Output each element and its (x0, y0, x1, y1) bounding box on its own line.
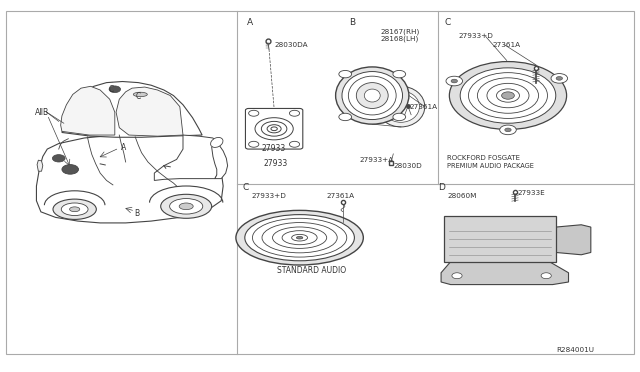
Circle shape (505, 128, 511, 132)
Text: 27933: 27933 (262, 144, 286, 153)
Ellipse shape (252, 218, 347, 257)
Text: 27933+D: 27933+D (459, 33, 494, 39)
Ellipse shape (356, 83, 388, 109)
Text: B: B (349, 18, 355, 28)
Bar (444, 215, 556, 262)
Text: 27361A: 27361A (326, 193, 355, 199)
Ellipse shape (211, 137, 223, 147)
Ellipse shape (383, 91, 419, 122)
Circle shape (261, 121, 287, 136)
Circle shape (451, 79, 458, 83)
Ellipse shape (262, 222, 337, 253)
Text: D: D (438, 183, 445, 192)
Circle shape (393, 70, 406, 78)
Text: 28168(LH): 28168(LH) (381, 35, 419, 42)
Polygon shape (212, 144, 228, 179)
Text: 28167(RH): 28167(RH) (381, 28, 420, 35)
Circle shape (449, 62, 566, 129)
Circle shape (289, 110, 300, 116)
Ellipse shape (70, 207, 80, 212)
Circle shape (497, 89, 520, 102)
Ellipse shape (292, 234, 308, 241)
Circle shape (556, 77, 563, 80)
Circle shape (551, 74, 568, 83)
Circle shape (477, 78, 539, 113)
Ellipse shape (179, 203, 193, 210)
Text: A: A (121, 143, 126, 152)
Polygon shape (116, 87, 183, 136)
Text: 28030D: 28030D (394, 163, 422, 169)
Circle shape (452, 273, 462, 279)
Text: 27361A: 27361A (409, 104, 437, 110)
Ellipse shape (377, 86, 425, 127)
Ellipse shape (53, 199, 97, 219)
Polygon shape (62, 81, 202, 137)
Ellipse shape (335, 67, 409, 124)
Circle shape (446, 76, 463, 86)
Ellipse shape (245, 215, 355, 261)
Text: 27933E: 27933E (518, 190, 545, 196)
Ellipse shape (282, 231, 317, 245)
Ellipse shape (364, 89, 380, 102)
Ellipse shape (61, 203, 88, 215)
Circle shape (248, 110, 259, 116)
Circle shape (468, 73, 547, 118)
Circle shape (339, 113, 351, 121)
Text: 27933+A: 27933+A (360, 157, 394, 163)
Circle shape (339, 70, 351, 78)
Circle shape (271, 127, 277, 131)
Circle shape (267, 125, 281, 133)
Polygon shape (441, 262, 568, 285)
Ellipse shape (236, 211, 364, 265)
Ellipse shape (342, 71, 403, 119)
Text: ROCKFORD FOSGATE: ROCKFORD FOSGATE (447, 155, 520, 161)
Polygon shape (556, 225, 591, 255)
Circle shape (289, 141, 300, 147)
Ellipse shape (348, 76, 396, 115)
Text: R284001U: R284001U (556, 347, 594, 353)
Circle shape (500, 125, 516, 135)
Text: A: A (246, 18, 253, 28)
Text: 28030DA: 28030DA (274, 42, 308, 48)
Ellipse shape (133, 92, 147, 97)
FancyBboxPatch shape (246, 109, 303, 149)
Ellipse shape (273, 227, 326, 248)
Text: C: C (136, 92, 141, 101)
Polygon shape (37, 160, 43, 171)
Text: C: C (444, 18, 451, 28)
Polygon shape (61, 86, 115, 135)
Polygon shape (36, 132, 223, 223)
Circle shape (487, 83, 529, 108)
Text: 27933: 27933 (263, 159, 287, 169)
Circle shape (248, 141, 259, 147)
Circle shape (393, 113, 406, 121)
Circle shape (109, 86, 120, 93)
Circle shape (255, 118, 293, 140)
Circle shape (460, 68, 556, 123)
Text: 27933+D: 27933+D (252, 193, 287, 199)
Polygon shape (154, 135, 223, 180)
Text: C: C (243, 183, 248, 192)
Ellipse shape (170, 199, 203, 214)
Text: B: B (134, 209, 140, 218)
Circle shape (52, 155, 65, 162)
Circle shape (62, 164, 79, 174)
Text: 28060M: 28060M (447, 193, 477, 199)
Text: AⅡB: AⅡB (35, 108, 49, 117)
Text: STANDARD AUDIO: STANDARD AUDIO (276, 266, 346, 275)
Ellipse shape (296, 236, 303, 239)
Ellipse shape (161, 194, 212, 218)
Text: 27361A: 27361A (492, 42, 520, 48)
Text: PREMIUM AUDIO PACKAGE: PREMIUM AUDIO PACKAGE (447, 163, 534, 169)
Circle shape (502, 92, 515, 99)
Circle shape (541, 273, 551, 279)
Text: C: C (108, 85, 114, 94)
